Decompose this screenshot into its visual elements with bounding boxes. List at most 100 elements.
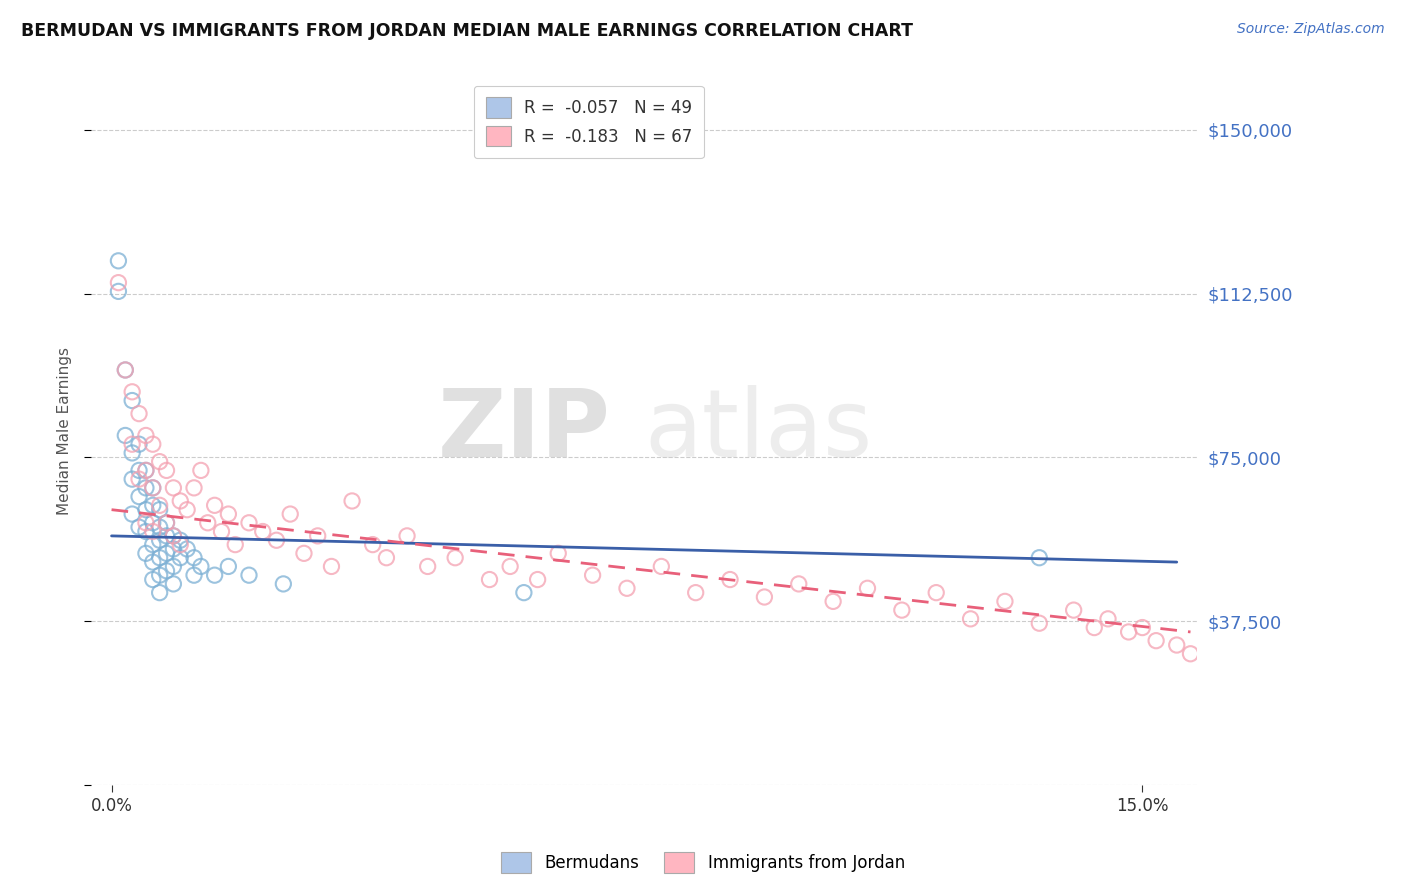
Point <box>190 463 212 477</box>
Point <box>292 546 315 560</box>
Point <box>149 455 172 469</box>
Point <box>107 253 129 268</box>
Point <box>856 582 879 596</box>
Point <box>1028 616 1050 631</box>
Point <box>183 481 205 495</box>
Point <box>238 568 260 582</box>
Point <box>142 524 165 539</box>
Point <box>169 550 191 565</box>
Point <box>135 481 157 495</box>
Point <box>823 594 845 608</box>
Point <box>135 463 157 477</box>
Point <box>142 481 165 495</box>
Text: Source: ZipAtlas.com: Source: ZipAtlas.com <box>1237 22 1385 37</box>
Point <box>121 437 143 451</box>
Point <box>650 559 672 574</box>
Point <box>107 276 129 290</box>
Point <box>149 499 172 513</box>
Point <box>499 559 522 574</box>
Point <box>176 541 198 556</box>
Point <box>890 603 912 617</box>
Point <box>787 577 810 591</box>
Point <box>547 546 569 560</box>
Point <box>142 555 165 569</box>
Point <box>340 494 363 508</box>
Point <box>217 559 239 574</box>
Point <box>155 516 177 530</box>
Point <box>107 285 129 299</box>
Point <box>114 363 136 377</box>
Text: BERMUDAN VS IMMIGRANTS FROM JORDAN MEDIAN MALE EARNINGS CORRELATION CHART: BERMUDAN VS IMMIGRANTS FROM JORDAN MEDIA… <box>21 22 912 40</box>
Point <box>190 559 212 574</box>
Point <box>1083 621 1105 635</box>
Point <box>169 533 191 548</box>
Point <box>1144 633 1167 648</box>
Point <box>396 529 419 543</box>
Point <box>128 407 150 421</box>
Legend: R =  -0.057   N = 49, R =  -0.183   N = 67: R = -0.057 N = 49, R = -0.183 N = 67 <box>474 86 704 158</box>
Point <box>169 494 191 508</box>
Point <box>278 507 301 521</box>
Point <box>217 507 239 521</box>
Point <box>307 529 329 543</box>
Point <box>169 538 191 552</box>
Point <box>155 564 177 578</box>
Point <box>121 393 143 408</box>
Point <box>183 550 205 565</box>
Point <box>155 529 177 543</box>
Point <box>128 463 150 477</box>
Point <box>197 516 219 530</box>
Point <box>1180 647 1202 661</box>
Point <box>149 585 172 599</box>
Point <box>581 568 603 582</box>
Point <box>1028 550 1050 565</box>
Point <box>224 538 246 552</box>
Point <box>273 577 295 591</box>
Point <box>162 529 184 543</box>
Point <box>266 533 288 548</box>
Point <box>128 437 150 451</box>
Point <box>616 582 638 596</box>
Point <box>204 499 226 513</box>
Point <box>135 546 157 560</box>
Point <box>994 594 1017 608</box>
Point <box>142 516 165 530</box>
Point <box>183 568 205 582</box>
Point <box>135 463 157 477</box>
Point <box>478 573 501 587</box>
Point <box>361 538 384 552</box>
Point <box>114 363 136 377</box>
Y-axis label: Median Male Earnings: Median Male Earnings <box>58 347 72 515</box>
Legend: Bermudans, Immigrants from Jordan: Bermudans, Immigrants from Jordan <box>495 846 911 880</box>
Point <box>135 428 157 442</box>
Point <box>204 568 226 582</box>
Point <box>121 384 143 399</box>
Point <box>685 585 707 599</box>
Point <box>149 520 172 534</box>
Point <box>416 559 439 574</box>
Point <box>238 516 260 530</box>
Point <box>121 507 143 521</box>
Point <box>155 516 177 530</box>
Point <box>142 499 165 513</box>
Point <box>176 502 198 516</box>
Point <box>128 490 150 504</box>
Point <box>1166 638 1188 652</box>
Point <box>155 546 177 560</box>
Point <box>925 585 948 599</box>
Text: atlas: atlas <box>644 385 872 477</box>
Point <box>162 541 184 556</box>
Point <box>959 612 981 626</box>
Point <box>252 524 274 539</box>
Point <box>754 590 776 604</box>
Point <box>1132 621 1154 635</box>
Point <box>162 577 184 591</box>
Point <box>142 437 165 451</box>
Point <box>142 573 165 587</box>
Point <box>142 481 165 495</box>
Point <box>149 568 172 582</box>
Point <box>135 524 157 539</box>
Point <box>162 481 184 495</box>
Point <box>135 502 157 516</box>
Point <box>162 529 184 543</box>
